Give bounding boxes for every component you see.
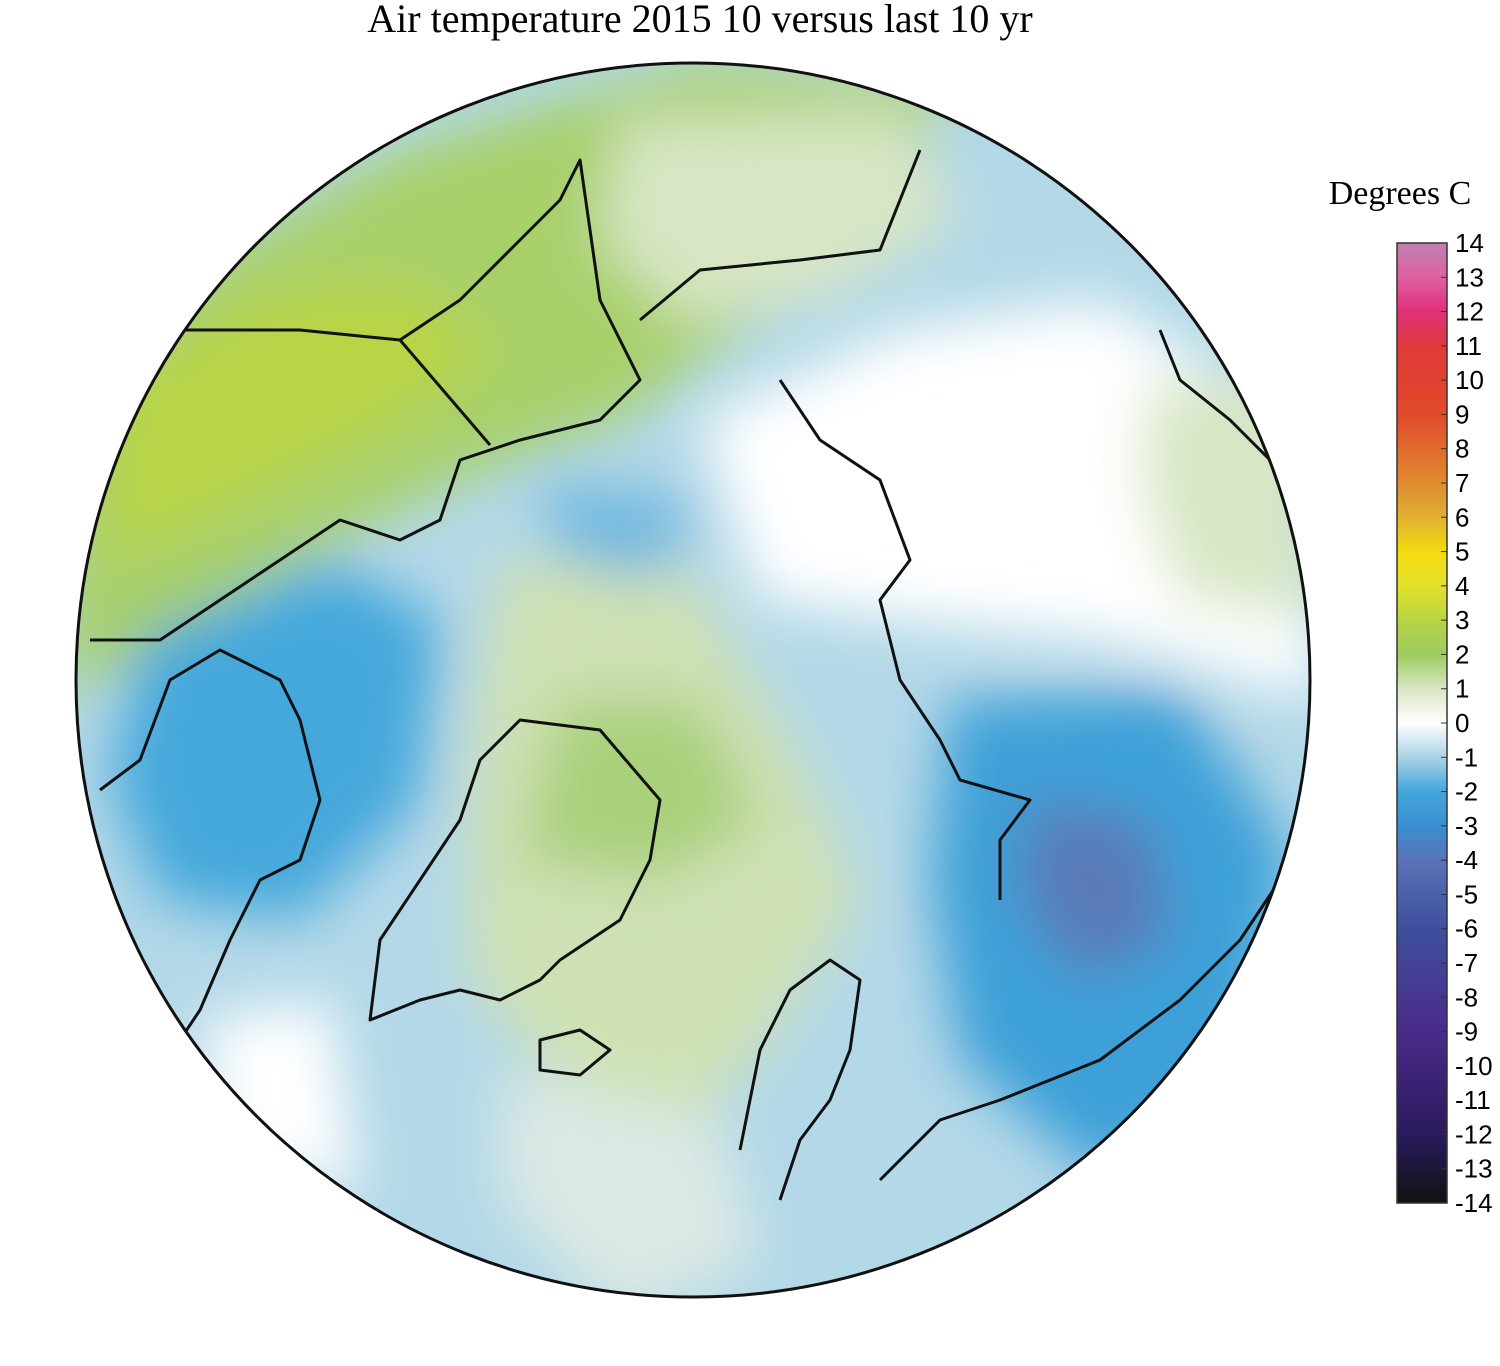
colorbar-tick-label: 6	[1455, 502, 1469, 532]
colorbar-tick-label: -12	[1455, 1119, 1493, 1149]
colorbar-tick-label: 2	[1455, 639, 1469, 669]
colorbar-tick-label: -9	[1455, 1017, 1478, 1047]
colorbar-tick-label: 5	[1455, 537, 1469, 567]
colorbar-tick-label: 7	[1455, 468, 1469, 498]
colorbar-label: Degrees C	[1329, 175, 1472, 212]
colorbar-tick-label: 0	[1455, 708, 1469, 738]
colorbar-tick-label: -6	[1455, 914, 1478, 944]
colorbar-tick-label: 3	[1455, 605, 1469, 635]
colorbar-tick-label: 1	[1455, 674, 1469, 704]
colorbar-tick-label: 14	[1455, 228, 1484, 258]
colorbar-tick-label: 9	[1455, 399, 1469, 429]
colorbar-tick-label: -10	[1455, 1051, 1493, 1081]
colorbar-tick-label: -1	[1455, 742, 1478, 772]
colorbar-tick-label: 11	[1455, 331, 1482, 361]
colorbar-tick-label: -14	[1455, 1188, 1493, 1218]
colorbar-tick-label: -11	[1455, 1085, 1491, 1115]
colorbar-ticks: 14131211109876543210-1-2-3-4-5-6-7-8-9-1…	[1441, 228, 1493, 1218]
colorbar-tick-label: -5	[1455, 879, 1478, 909]
coastlines	[90, 149, 1282, 1201]
colorbar-tick-label: -13	[1455, 1154, 1493, 1184]
colorbar-tick-label: -4	[1455, 845, 1478, 875]
colorbar-tick-label: 12	[1455, 297, 1484, 327]
title: Air temperature 2015 10 versus last 10 y…	[367, 0, 1032, 41]
colorbar-tick-label: 4	[1455, 571, 1469, 601]
colorbar-tick-label: -2	[1455, 777, 1478, 807]
map-boundary	[74, 61, 1312, 1299]
colorbar-tick-label: -7	[1455, 948, 1478, 978]
colorbar	[1396, 242, 1448, 1204]
colorbar-tick-label: -8	[1455, 982, 1478, 1012]
colorbar-tick-label: 10	[1455, 365, 1484, 395]
colorbar-tick-label: 13	[1455, 262, 1484, 292]
temperature-field	[76, 63, 1310, 1297]
colorbar-tick-label: -3	[1455, 811, 1478, 841]
colorbar-tick-label: 8	[1455, 434, 1469, 464]
